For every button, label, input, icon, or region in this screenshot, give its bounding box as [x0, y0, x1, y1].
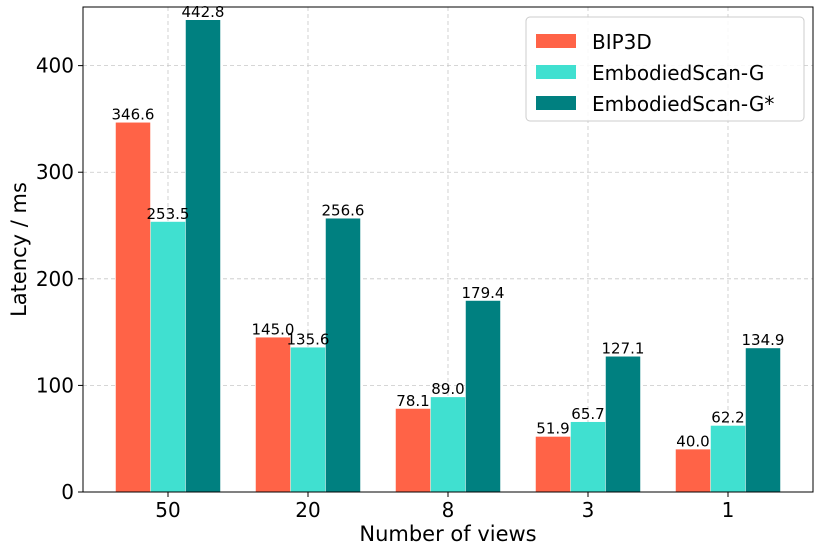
- bar-value-label: 256.6: [322, 201, 365, 219]
- bar-embodiedscan-g--8: [465, 300, 501, 492]
- x-tick-label-20: 20: [295, 498, 320, 522]
- bar-value-label: 179.4: [462, 284, 505, 302]
- x-tick-label-50: 50: [155, 498, 180, 522]
- bar-bip3d-20: [255, 337, 291, 492]
- bar-labels-layer: 346.6 145.0 78.1 51.9 40.0 253.5 135.6 89.0 65.7…: [112, 3, 785, 450]
- plot-frame: [82, 6, 814, 493]
- x-tick-label-1: 1: [722, 498, 735, 522]
- bar-embodiedscan-g-3: [570, 421, 606, 492]
- bar-value-label: 40.0: [676, 432, 709, 450]
- bar-value-label: 346.6: [112, 106, 155, 124]
- bar-value-label: 89.0: [431, 380, 464, 398]
- bar-value-label: 78.1: [396, 392, 429, 410]
- bar-value-label: 135.6: [287, 330, 330, 348]
- bar-embodiedscan-g--3: [605, 356, 641, 492]
- bar-embodiedscan-g-50: [150, 221, 186, 493]
- bar-embodiedscan-g-1: [710, 425, 746, 492]
- bar-embodiedscan-g-8: [430, 397, 466, 492]
- bar-value-label: 145.0: [252, 320, 295, 338]
- legend-label: EmbodiedScan-G*: [592, 92, 774, 116]
- legend-box: [525, 16, 805, 122]
- bar-bip3d-3: [535, 436, 571, 492]
- y-tick-label: 400: [36, 54, 74, 78]
- legend-swatch: [536, 65, 576, 79]
- bar-bip3d-8: [395, 408, 431, 492]
- bar-value-label: 127.1: [602, 340, 645, 358]
- bar-value-label: 65.7: [571, 405, 604, 423]
- bar-embodiedscan-g--20: [325, 218, 361, 492]
- y-tick-label: 300: [36, 160, 74, 184]
- legend-swatch: [536, 34, 576, 48]
- bar-embodiedscan-g-20: [290, 347, 326, 492]
- y-axis-title: Latency / ms: [7, 182, 31, 317]
- legend-label: BIP3D: [592, 30, 652, 54]
- bar-bip3d-50: [115, 122, 151, 493]
- bars-layer: [115, 20, 781, 493]
- bar-value-label: 62.2: [711, 409, 744, 427]
- axes-layer: 0 100 200 300 400 50 20 8 3 1: [36, 6, 814, 522]
- y-tick-label: 0: [61, 480, 74, 504]
- legend-label: EmbodiedScan-G: [592, 61, 764, 85]
- x-axis-title: Number of views: [359, 522, 536, 546]
- bar-embodiedscan-g--1: [745, 348, 781, 492]
- legend: BIP3D EmbodiedScan-G EmbodiedScan-G*: [525, 16, 805, 122]
- x-tick-label-8: 8: [442, 498, 455, 522]
- bar-value-label: 253.5: [147, 205, 190, 223]
- y-tick-label: 200: [36, 267, 74, 291]
- bar-value-label: 442.8: [182, 3, 225, 21]
- bar-embodiedscan-g--50: [185, 20, 221, 493]
- bar-value-label: 51.9: [536, 420, 569, 438]
- bar-bip3d-1: [675, 449, 711, 492]
- legend-swatch: [536, 96, 576, 110]
- bar-value-label: 134.9: [742, 331, 785, 349]
- x-tick-label-3: 3: [582, 498, 595, 522]
- y-tick-label: 100: [36, 373, 74, 397]
